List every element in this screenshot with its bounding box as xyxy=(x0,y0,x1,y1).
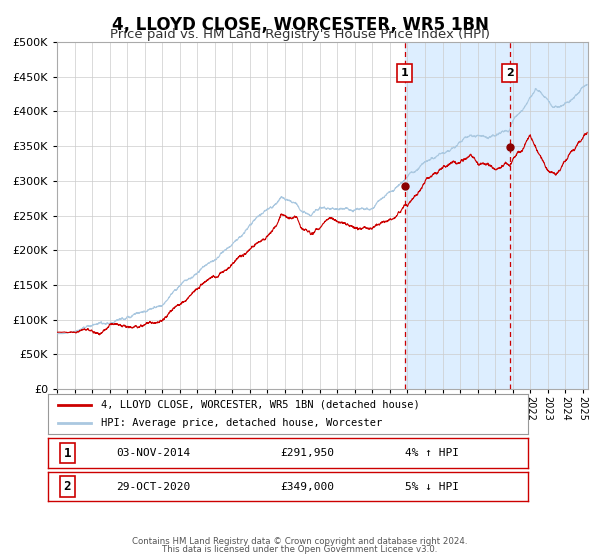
Text: Contains HM Land Registry data © Crown copyright and database right 2024.: Contains HM Land Registry data © Crown c… xyxy=(132,537,468,546)
Text: 4, LLOYD CLOSE, WORCESTER, WR5 1BN (detached house): 4, LLOYD CLOSE, WORCESTER, WR5 1BN (deta… xyxy=(101,400,419,409)
Text: 1: 1 xyxy=(64,446,71,460)
Text: £291,950: £291,950 xyxy=(280,448,334,458)
Text: This data is licensed under the Open Government Licence v3.0.: This data is licensed under the Open Gov… xyxy=(163,545,437,554)
Text: 03-NOV-2014: 03-NOV-2014 xyxy=(116,448,191,458)
Text: 2: 2 xyxy=(506,68,514,78)
Text: 4% ↑ HPI: 4% ↑ HPI xyxy=(405,448,459,458)
Text: Price paid vs. HM Land Registry's House Price Index (HPI): Price paid vs. HM Land Registry's House … xyxy=(110,28,490,41)
Text: £349,000: £349,000 xyxy=(280,482,334,492)
Bar xyxy=(404,42,588,389)
Text: 4, LLOYD CLOSE, WORCESTER, WR5 1BN: 4, LLOYD CLOSE, WORCESTER, WR5 1BN xyxy=(112,16,488,34)
Text: 1: 1 xyxy=(401,68,409,78)
Text: 5% ↓ HPI: 5% ↓ HPI xyxy=(405,482,459,492)
Text: 2: 2 xyxy=(64,480,71,493)
Text: 29-OCT-2020: 29-OCT-2020 xyxy=(116,482,191,492)
Text: HPI: Average price, detached house, Worcester: HPI: Average price, detached house, Worc… xyxy=(101,418,382,428)
